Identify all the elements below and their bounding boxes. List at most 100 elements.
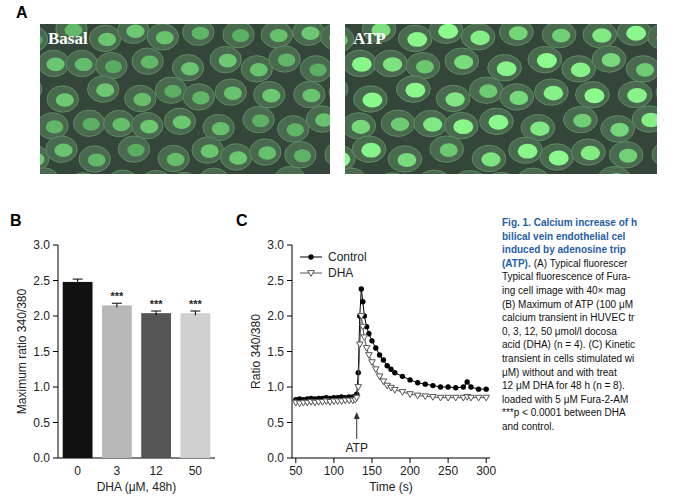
cell-body — [571, 139, 605, 165]
cell-body — [40, 168, 60, 174]
nucleus — [518, 144, 538, 159]
series-group — [293, 286, 490, 406]
point — [430, 383, 435, 388]
cell-body — [158, 145, 189, 171]
nucleus — [82, 118, 99, 131]
annotation-label: ATP — [346, 441, 368, 455]
nucleus — [391, 117, 409, 131]
nucleus — [445, 92, 464, 106]
nucleus — [258, 146, 276, 159]
nucleus — [88, 153, 106, 166]
cell-body — [436, 85, 470, 111]
legend-marker — [308, 271, 315, 277]
cell-body — [575, 81, 609, 107]
cell-body — [601, 116, 635, 142]
nucleus — [352, 57, 372, 72]
point — [407, 377, 412, 382]
cell-body — [472, 145, 506, 171]
bar — [102, 305, 132, 458]
point — [360, 299, 365, 304]
point — [407, 392, 414, 398]
cell-body — [47, 86, 78, 112]
bar — [63, 282, 93, 458]
x-tick-label: 150 — [362, 464, 382, 478]
nucleus — [173, 115, 191, 129]
nucleus — [201, 144, 219, 158]
caption-text: loaded with 5 μM Fura-2-AM — [502, 394, 628, 405]
y-tick-label: 0.5 — [267, 416, 284, 430]
nucleus — [544, 86, 564, 101]
nucleus — [112, 118, 130, 131]
cell-body — [261, 24, 292, 48]
y-tick-label: 0.0 — [33, 451, 50, 465]
point — [361, 335, 368, 341]
nucleus — [383, 57, 402, 71]
nucleus — [571, 62, 591, 77]
point — [372, 367, 379, 373]
cell-body — [406, 53, 440, 79]
bars — [63, 279, 211, 458]
point — [369, 338, 374, 343]
nucleus — [40, 34, 43, 47]
caption-text: μM) without and with treat — [502, 367, 617, 378]
nucleus — [302, 89, 320, 103]
y-tick-label: 0.5 — [33, 416, 50, 430]
y-tick-label: 2.0 — [33, 309, 50, 323]
cell-body — [294, 81, 325, 107]
cell-body — [125, 85, 156, 111]
nucleus — [181, 62, 199, 76]
nucleus — [530, 121, 549, 136]
nucleus — [270, 29, 288, 42]
nucleus — [636, 63, 654, 77]
nucleus — [454, 55, 473, 69]
cell-body — [164, 108, 195, 134]
caption-title: induced by adenosine trip — [502, 244, 626, 255]
nucleus — [224, 86, 242, 100]
y-tick — [53, 245, 58, 246]
cell-body — [534, 79, 568, 105]
y-tick — [287, 387, 292, 388]
nucleus — [438, 24, 458, 39]
nucleus — [212, 122, 230, 135]
image-background — [345, 24, 657, 174]
y-tick-label: 0.0 — [267, 451, 284, 465]
legend-label: Control — [328, 250, 367, 264]
cell-body — [564, 106, 598, 132]
cell-body — [509, 137, 543, 163]
nucleus — [232, 29, 249, 42]
cell-body — [583, 24, 617, 48]
point — [423, 381, 428, 386]
nucleus — [602, 53, 621, 67]
error-line — [116, 303, 117, 307]
point — [377, 352, 382, 357]
cell-body — [132, 48, 163, 74]
cell-body — [626, 56, 657, 82]
nucleus — [592, 28, 611, 43]
y-tick-label: 1.0 — [33, 380, 50, 394]
y-tick-label: 2.0 — [267, 309, 284, 323]
cell-body — [198, 168, 229, 174]
nucleus — [552, 29, 570, 43]
error-bar — [112, 303, 122, 307]
panel-letter: C — [236, 212, 248, 229]
y-tick — [287, 351, 292, 352]
y-tick-label: 2.5 — [33, 274, 50, 288]
nucleus — [46, 120, 64, 133]
nucleus — [56, 93, 74, 107]
nucleus — [606, 173, 626, 174]
nucleus — [537, 53, 557, 68]
error-cap — [190, 311, 200, 312]
cell-body — [118, 136, 149, 162]
point — [438, 384, 443, 389]
cell-body — [241, 56, 272, 82]
x-tick — [486, 458, 487, 463]
cell-body — [345, 76, 348, 102]
nucleus — [133, 93, 151, 106]
nucleus — [416, 60, 434, 74]
nucleus — [287, 123, 304, 136]
bar-labels: 0***3***12***50 — [74, 290, 202, 478]
caption-text: and control. — [502, 421, 554, 432]
nucleus — [329, 31, 330, 45]
nucleus — [46, 58, 64, 72]
x-tick-label: 200 — [400, 464, 420, 478]
